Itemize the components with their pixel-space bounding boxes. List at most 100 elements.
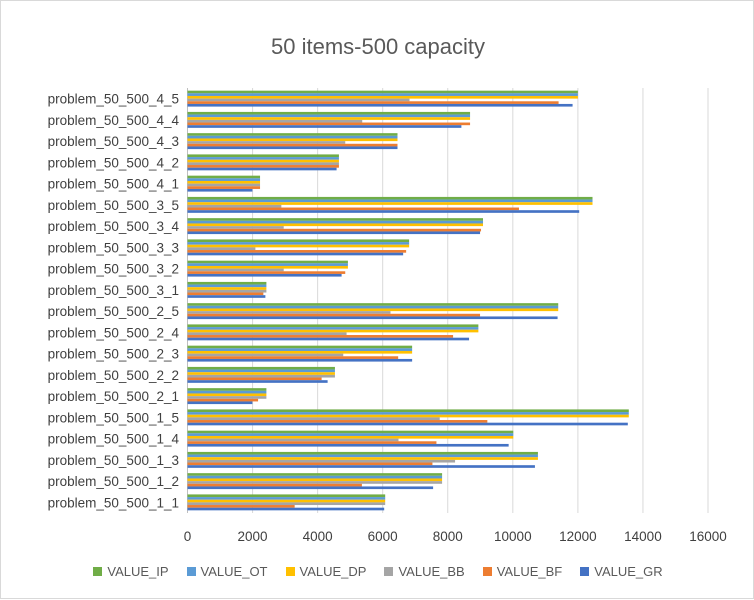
x-tick-label: 8000 [433,529,463,544]
y-category-label: problem_50_500_3_1 [48,283,179,298]
bar-value-gr [187,465,535,468]
legend-item: VALUE_OT [186,564,268,579]
bar-value-bb [187,183,261,187]
bar-value-bf [187,335,454,338]
bar-value-ot [187,433,514,436]
bar-value-bf [187,207,519,211]
bar-value-ot [187,497,386,500]
bar-value-ot [187,93,578,96]
bar-value-ip [187,239,410,243]
bar-value-ot [187,327,479,330]
legend-label: VALUE_IP [107,564,169,579]
bar-value-bb [187,396,267,399]
bar-value-dp [187,138,398,142]
x-tick-label: 6000 [368,529,398,544]
bar-value-ot [187,263,348,266]
bar-value-gr [187,188,253,192]
bar-value-bb [187,247,256,251]
y-category-label: problem_50_500_3_2 [48,262,179,277]
bar-value-ip [187,90,578,94]
bar-value-ot [187,178,261,181]
bar-value-bb [187,226,284,229]
bar-value-bf [187,143,398,147]
bar-value-gr [187,443,509,447]
bar-value-bf [187,313,481,317]
bar-value-dp [187,117,471,120]
y-category-label: problem_50_500_4_3 [48,134,179,149]
y-category-label: problem_50_500_4_2 [48,155,179,170]
bar-value-gr [187,507,385,511]
bar-value-gr [187,146,398,150]
bar-value-dp [187,244,410,248]
legend-item: VALUE_DP [285,564,367,579]
bar-value-ot [187,475,443,479]
bar-value-dp [187,478,443,482]
bar-value-ip [187,473,443,476]
bar-value-bf [187,250,407,253]
bar-value-gr [187,380,328,383]
legend-item: VALUE_BF [482,564,562,579]
bar-value-ip [187,260,348,264]
bar-value-ip [187,494,386,498]
bar-value-bb [187,481,443,484]
bar-value-ot [187,114,471,118]
bar-value-bb [187,417,440,421]
legend-label: VALUE_DP [299,564,367,579]
legend-label: VALUE_GR [594,564,663,579]
y-category-label: problem_50_500_2_4 [48,325,180,340]
bar-value-ip [187,366,335,370]
bar-value-dp [187,308,559,312]
bar-value-ip [187,388,267,391]
y-category-label: problem_50_500_3_4 [48,219,180,234]
bar-value-dp [187,499,386,503]
bar-value-gr [187,422,628,426]
bar-value-dp [187,180,261,184]
bar-value-bf [187,483,362,487]
x-tick-label: 0 [184,529,192,544]
legend-swatch [384,567,394,576]
bar-value-bf [187,356,399,359]
bar-value-bb [187,162,339,166]
x-tick-label: 10000 [494,529,532,544]
bar-value-bf [187,271,346,274]
bar-value-ot [187,135,398,139]
bar-value-dp [187,414,629,418]
bar-value-dp [187,223,484,227]
x-tick-label: 12000 [559,529,597,544]
bar-value-dp [187,393,267,397]
bar-value-bf [187,420,488,423]
bar-value-gr [187,295,266,298]
bar-value-ot [187,199,593,203]
bar-value-gr [187,273,342,277]
bar-value-gr [187,401,253,405]
bar-value-ip [187,281,267,285]
y-category-label: problem_50_500_2_3 [48,347,179,362]
legend-swatch [482,567,492,576]
bar-value-ot [187,348,413,351]
legend-label: VALUE_BB [398,564,465,579]
bar-value-ip [187,196,593,200]
y-category-label: problem_50_500_1_3 [48,453,179,468]
bar-value-gr [187,358,413,362]
y-category-label: problem_50_500_2_2 [48,368,179,383]
bar-value-bf [187,398,259,402]
y-category-label: problem_50_500_4_4 [48,113,180,128]
bar-value-dp [187,457,538,460]
bar-value-bf [187,462,433,466]
legend-swatch [186,567,196,576]
bar-value-dp [187,159,339,163]
y-category-label: problem_50_500_3_3 [48,240,179,255]
bar-value-ip [187,345,413,349]
bar-value-bf [187,122,471,126]
bar-value-bb [187,268,284,272]
legend-swatch [580,567,590,576]
bar-value-bf [187,377,322,381]
bar-value-ip [187,451,538,455]
bar-value-dp [187,202,593,205]
bar-value-ot [187,369,335,373]
bar-value-ip [187,218,484,221]
bar-value-bb [187,204,282,208]
y-category-label: problem_50_500_4_5 [48,92,179,107]
bar-value-bf [187,186,261,189]
